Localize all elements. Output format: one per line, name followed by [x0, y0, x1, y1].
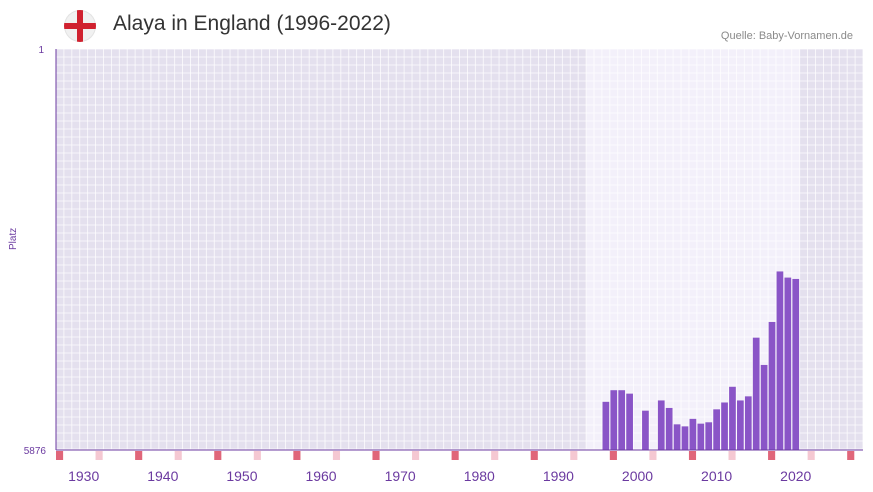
y-tick-label-top: 1: [38, 45, 44, 56]
decade-marker: [214, 451, 222, 460]
x-tick-label: 2010: [701, 468, 732, 484]
x-tick-label: 1930: [68, 468, 99, 484]
x-tick-label: 2000: [622, 468, 653, 484]
bar: [721, 402, 728, 450]
bar: [752, 337, 760, 450]
decade-marker: [451, 451, 459, 460]
decade-marker: [372, 451, 380, 460]
bar: [705, 422, 713, 450]
decade-marker: [688, 451, 697, 460]
bar: [776, 271, 784, 450]
bar: [610, 390, 618, 450]
bar: [768, 321, 776, 450]
decade-markers: [56, 451, 855, 460]
bar: [784, 277, 792, 450]
bar: [713, 409, 720, 450]
bar: [626, 393, 633, 450]
bar: [618, 390, 626, 450]
bar: [697, 423, 705, 450]
decade-marker: [56, 451, 64, 460]
y-tick-label-bottom: 5876: [24, 446, 47, 457]
bar: [681, 426, 689, 450]
decade-marker: [293, 451, 301, 460]
bar: [744, 396, 752, 450]
x-tick-label: 1960: [305, 468, 336, 484]
bar: [602, 401, 610, 450]
decade-marker: [768, 451, 776, 460]
x-tick-label: 1980: [464, 468, 495, 484]
half-decade-marker: [95, 451, 103, 460]
half-decade-marker: [570, 451, 578, 460]
decade-marker: [530, 451, 538, 460]
x-tick-label: 1990: [543, 468, 574, 484]
bar: [729, 386, 736, 450]
england-flag-icon: [64, 10, 96, 42]
half-decade-marker: [174, 451, 182, 460]
bar: [657, 400, 665, 450]
bar: [665, 407, 673, 450]
x-tick-labels: 1930 1940 1950 1960 1970 1980 1990 2000 2010 2020: [68, 468, 811, 484]
half-decade-marker: [649, 451, 657, 460]
half-decade-marker: [253, 451, 261, 460]
half-decade-marker: [412, 451, 420, 460]
decade-marker: [609, 451, 617, 460]
bar: [737, 400, 744, 450]
source-link[interactable]: Quelle: Baby-Vornamen.de: [720, 30, 853, 42]
half-decade-marker: [728, 451, 736, 460]
chart-title: Alaya in England (1996-2022): [113, 12, 391, 35]
bar-series: [602, 271, 800, 450]
bar: [792, 278, 800, 450]
axes: 1 5876: [24, 45, 863, 457]
plot-grid: [55, 48, 864, 450]
flag-cross-vertical: [77, 10, 83, 42]
x-tick-label: 1950: [226, 468, 257, 484]
bar: [689, 418, 697, 450]
bar: [760, 364, 768, 450]
half-decade-marker: [807, 451, 815, 460]
decade-marker: [847, 451, 855, 460]
x-tick-label: 2020: [780, 468, 811, 484]
x-tick-label: 1970: [385, 468, 416, 484]
half-decade-marker: [491, 451, 499, 460]
x-tick-label: 1940: [147, 468, 178, 484]
bar: [673, 424, 681, 450]
decade-marker: [135, 451, 143, 460]
bar: [642, 410, 649, 450]
half-decade-marker: [332, 451, 341, 460]
